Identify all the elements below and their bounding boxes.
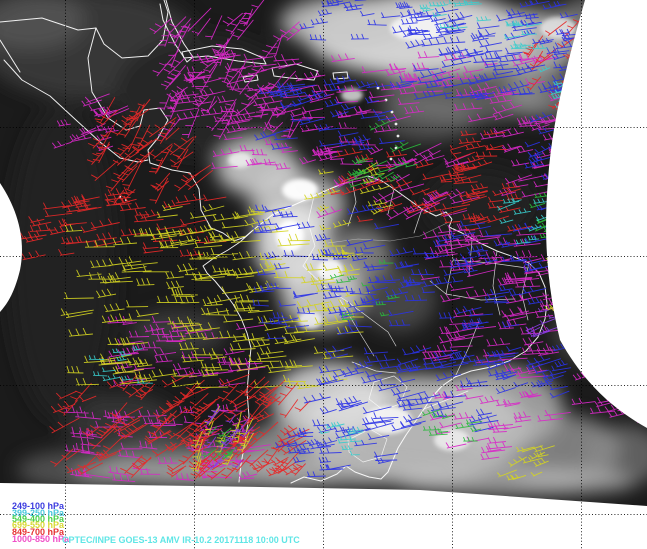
right-limb-white (546, 0, 647, 428)
baja-coast (0, 39, 21, 73)
jamaica-outline (242, 74, 259, 83)
amazon-river-line (327, 221, 450, 244)
left-limb-white (0, 183, 22, 312)
puerto-rico-outline (332, 71, 349, 80)
mexico-central-america-coast (87, 27, 253, 242)
